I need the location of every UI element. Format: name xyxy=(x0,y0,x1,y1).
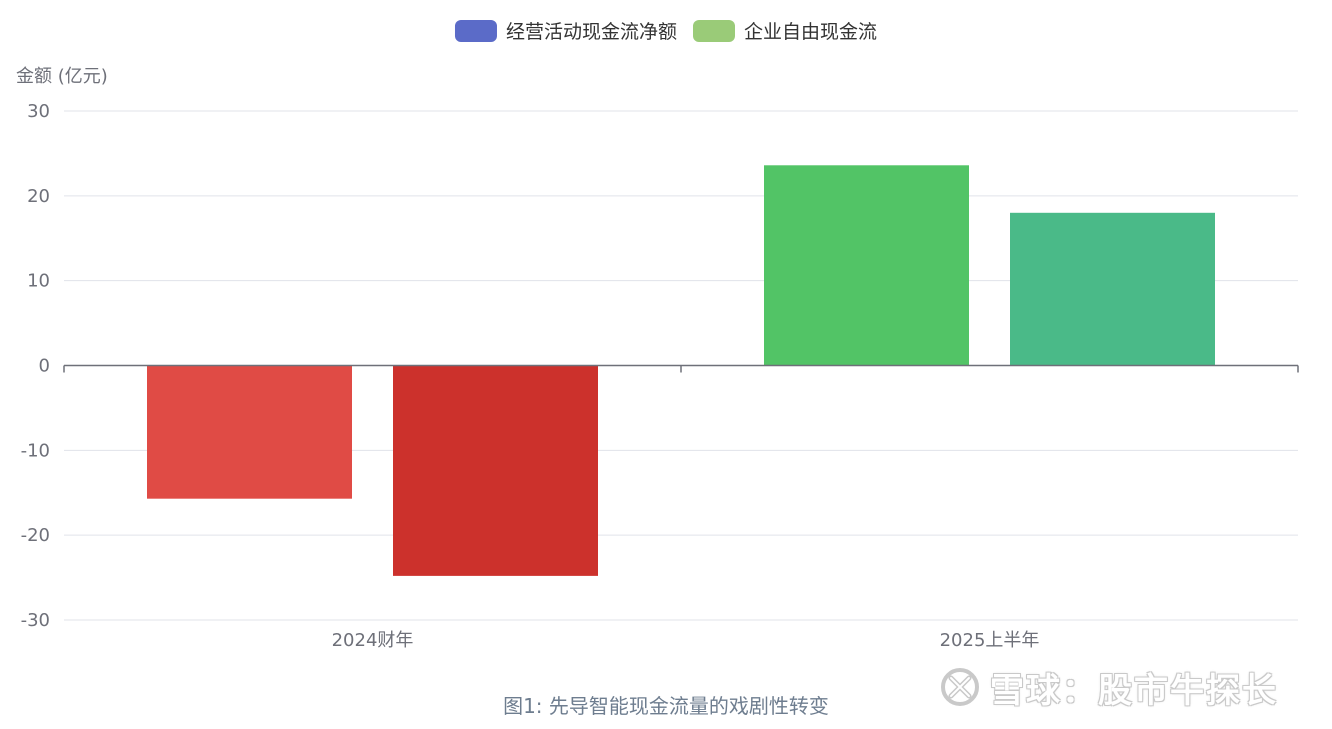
legend-swatch xyxy=(454,20,497,42)
y-tick-label: 20 xyxy=(27,186,50,207)
snowball-logo-icon xyxy=(941,668,979,706)
legend-label: 经营活动现金流净额 xyxy=(506,21,677,43)
legend-item-1[interactable]: 企业自由现金流 xyxy=(693,20,877,43)
chart-caption: 图1: 先导智能现金流量的戏剧性转变 xyxy=(503,694,829,718)
bar-0-0 xyxy=(147,365,352,499)
x-axis xyxy=(63,364,1299,373)
y-tick-label: 0 xyxy=(39,356,50,377)
x-tick-label: 2024财年 xyxy=(332,630,414,651)
legend[interactable]: 经营活动现金流净额 企业自由现金流 xyxy=(454,20,877,43)
watermark-text: 雪球：股市牛探长 xyxy=(990,670,1278,711)
bar-0-1 xyxy=(393,365,598,576)
y-tick-label: -10 xyxy=(21,440,50,461)
y-axis-label: 金额 (亿元) xyxy=(16,66,108,87)
legend-item-0[interactable]: 经营活动现金流净额 xyxy=(454,20,677,43)
y-tick-label: 30 xyxy=(27,101,50,122)
bars xyxy=(147,165,1215,576)
x-axis-ticks: 2024财年 2025上半年 xyxy=(332,630,1040,651)
y-tick-label: -30 xyxy=(21,610,50,631)
y-axis-ticks: 30 20 10 0 -10 -20 -30 xyxy=(21,101,50,631)
bar-1-1 xyxy=(1010,212,1215,366)
y-tick-label: 10 xyxy=(27,271,50,292)
y-tick-label: -20 xyxy=(21,525,50,546)
legend-label: 企业自由现金流 xyxy=(744,21,877,43)
x-tick-label: 2025上半年 xyxy=(940,630,1040,651)
legend-swatch xyxy=(693,20,735,42)
bar-1-0 xyxy=(764,165,969,366)
watermark: 雪球：股市牛探长 xyxy=(940,662,1278,712)
